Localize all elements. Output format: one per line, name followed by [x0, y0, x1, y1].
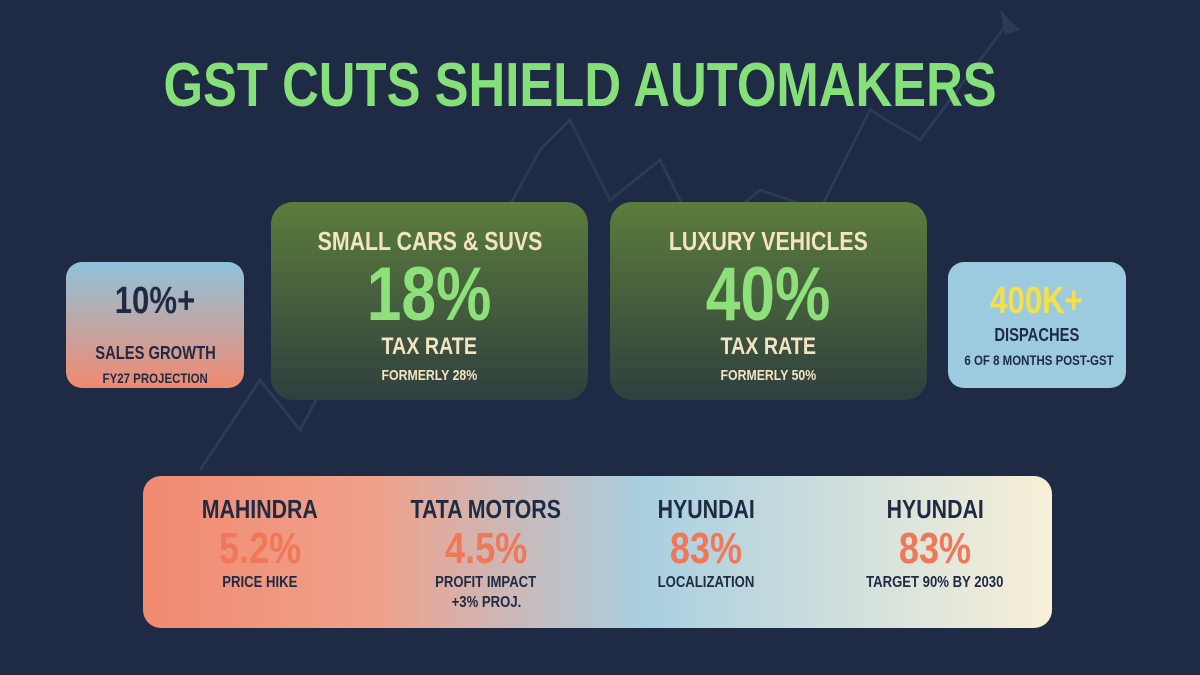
company-label: LOCALIZATION — [657, 574, 755, 591]
company-name: HYUNDAI — [886, 494, 984, 524]
company: MAHINDRA 5.2% PRICE HIKE — [150, 494, 370, 593]
company: HYUNDAI 83% LOCALIZATION — [596, 494, 816, 593]
tax-label: TAX RATE — [720, 333, 817, 360]
tax-card: LUXURY VEHICLES 40% TAX RATE FORMERLY 50… — [610, 202, 927, 400]
company-name: TATA MOTORS — [410, 494, 562, 524]
company-value: 83% — [898, 524, 972, 573]
tax-category: LUXURY VEHICLES — [668, 226, 869, 256]
stat-label: SALES GROWTH — [94, 343, 216, 363]
tax-note: FORMERLY 28% — [381, 367, 478, 384]
tax-rate: 40% — [706, 252, 831, 337]
stat-card: 10%+ SALES GROWTH FY27 PROJECTION — [66, 262, 244, 388]
company-value: 5.2% — [218, 524, 302, 573]
company-label: TARGET 90% BY 2030 — [866, 574, 1004, 591]
company-value: 4.5% — [444, 524, 528, 573]
tax-note: FORMERLY 50% — [720, 367, 817, 384]
company-label: PRICE HIKE — [222, 574, 298, 591]
stat-value: 10%+ — [114, 280, 196, 322]
stat-label: DISPACHES — [994, 325, 1080, 345]
tax-label: TAX RATE — [381, 333, 478, 360]
stat-card: 400K+ DISPACHES 6 OF 8 MONTHS POST-GST — [948, 262, 1126, 388]
stat-value: 400K+ — [990, 280, 1084, 322]
company-value: 83% — [669, 524, 743, 573]
company: HYUNDAI 83% TARGET 90% BY 2030 — [825, 494, 1045, 593]
title: GST CUTS SHIELD AUTOMAKERS — [0, 50, 1160, 121]
company-name: MAHINDRA — [201, 494, 319, 524]
company-label: PROFIT IMPACT — [435, 574, 537, 591]
company: TATA MOTORS 4.5% PROFIT IMPACT +3% PROJ. — [376, 494, 596, 613]
tax-category: SMALL CARS & SUVS — [317, 226, 542, 256]
title-text: GST CUTS SHIELD AUTOMAKERS — [163, 51, 997, 120]
company-panel: MAHINDRA 5.2% PRICE HIKE TATA MOTORS 4.5% PRO… — [143, 476, 1052, 628]
company-name: HYUNDAI — [657, 494, 755, 524]
company-label: +3% PROJ. — [451, 594, 521, 611]
tax-card: SMALL CARS & SUVS 18% TAX RATE FORMERLY … — [271, 202, 588, 400]
stat-note: 6 OF 8 MONTHS POST-GST — [964, 352, 1114, 368]
tax-rate: 18% — [367, 252, 492, 337]
stat-note: FY27 PROJECTION — [102, 370, 208, 386]
